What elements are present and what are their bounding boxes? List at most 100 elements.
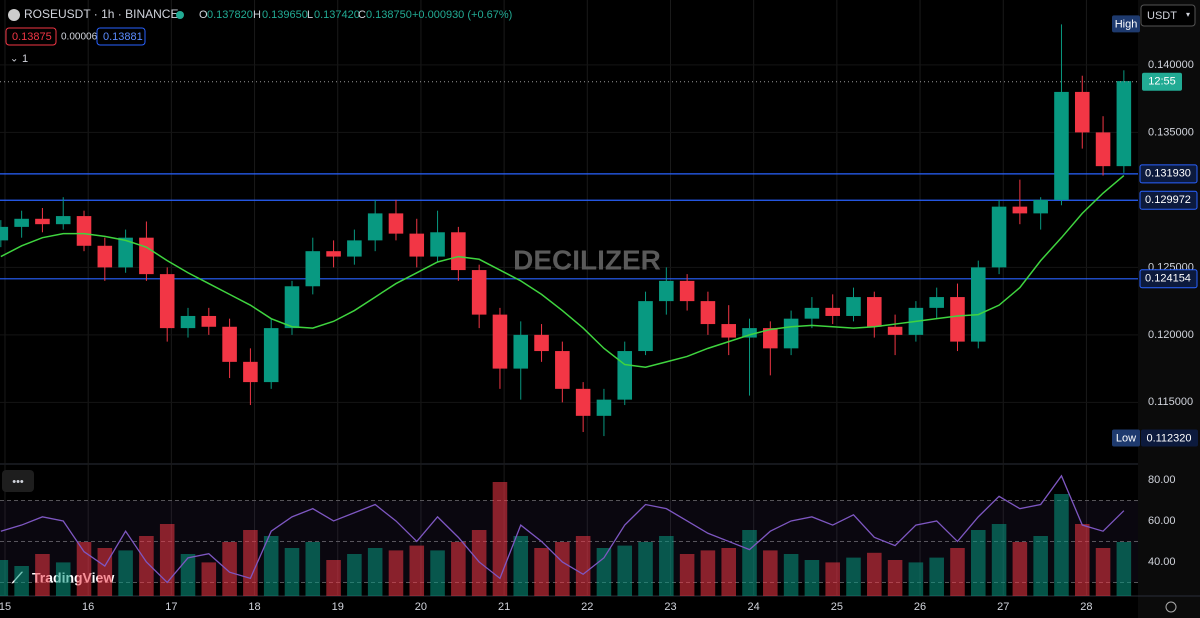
status-dot	[176, 11, 184, 19]
volume-bar	[35, 554, 50, 596]
candle-body	[180, 315, 196, 329]
volume-bar	[263, 536, 279, 596]
sell-price[interactable]: 0.13875	[12, 31, 52, 43]
candle-body	[1033, 199, 1048, 214]
volume-bar	[846, 557, 861, 596]
candle-body	[991, 206, 1007, 268]
candle-body	[388, 213, 404, 234]
volume-bar	[659, 536, 674, 596]
candle-body	[471, 270, 487, 315]
volume-bar	[1054, 494, 1069, 596]
x-tick-label: 22	[581, 601, 593, 613]
x-tick-label: 15	[0, 601, 11, 613]
volume-bar	[867, 552, 882, 596]
symbol[interactable]: ROSEUSDT · 1h · BINANCE	[24, 7, 178, 21]
volume-bar	[971, 530, 986, 596]
rsi-tick-label: 60.00	[1148, 515, 1176, 527]
x-tick-label: 28	[1080, 601, 1092, 613]
x-tick-label: 17	[165, 601, 177, 613]
candle-body	[243, 361, 258, 383]
candle-body	[617, 351, 633, 400]
volume-bar	[825, 562, 840, 596]
rsi-tick-label: 80.00	[1148, 474, 1176, 486]
candle-body	[742, 328, 757, 338]
volume-bar	[887, 560, 903, 596]
level-tag	[1139, 164, 1198, 184]
indicator-count[interactable]: 1	[22, 53, 28, 65]
candle-body	[783, 318, 799, 349]
pane-menu[interactable]	[2, 470, 34, 492]
x-tick-label: 26	[914, 601, 926, 613]
volume-bar	[409, 545, 425, 596]
candle-body	[534, 334, 549, 352]
volume-bar	[14, 566, 29, 596]
candle-body	[326, 251, 341, 257]
candle-body	[35, 218, 50, 225]
candle-body	[1095, 132, 1111, 167]
ohlc-key: H	[253, 9, 261, 21]
x-tick-label: 24	[748, 601, 760, 613]
volume-bar	[679, 554, 695, 596]
y-tick-label: 0.140000	[1148, 59, 1194, 71]
ohlc-key: C	[358, 9, 366, 21]
x-tick-label: 27	[997, 601, 1009, 613]
currency-caret[interactable]: ▾	[1186, 10, 1190, 19]
pane-menu-dots[interactable]: •••	[12, 476, 24, 488]
ohlc-value: 0.139650	[262, 9, 308, 21]
volume-bar	[1116, 542, 1132, 596]
candle-body	[825, 307, 840, 316]
brand[interactable]: TradingView	[32, 570, 114, 586]
volume-bar	[180, 554, 196, 596]
volume-bar	[596, 548, 612, 596]
volume-bar	[700, 550, 716, 596]
currency-button[interactable]	[1140, 4, 1196, 27]
low-tag	[1112, 429, 1140, 447]
countdown: 12:55	[1148, 76, 1176, 88]
volume-bar	[929, 557, 944, 596]
high-label: High	[1115, 18, 1138, 30]
sell-button[interactable]	[5, 27, 57, 46]
volume-bar	[1012, 542, 1028, 596]
volume-bar	[388, 550, 404, 596]
level-label: 0.129972	[1145, 194, 1191, 206]
buy-button[interactable]	[96, 27, 146, 46]
rsi-line	[0, 474, 1125, 584]
volume-bar	[222, 542, 237, 596]
candle-body	[305, 251, 321, 287]
currency[interactable]: USDT	[1147, 10, 1177, 22]
candle-body	[555, 351, 570, 389]
candle-body	[14, 218, 29, 227]
volume-bar	[513, 536, 529, 596]
volume-bar	[305, 542, 321, 596]
volume-bar	[55, 562, 71, 596]
candle-body	[409, 233, 425, 257]
volume-bar	[76, 542, 92, 596]
y-tick-label: 0.115000	[1148, 396, 1193, 408]
candle-body	[929, 297, 944, 308]
candle-body	[1116, 81, 1132, 167]
level-label: 0.131930	[1145, 168, 1191, 180]
candle-body	[451, 232, 466, 271]
volume-bar	[534, 548, 549, 596]
buy-price[interactable]: 0.13881	[103, 31, 143, 43]
candle-body	[159, 274, 175, 329]
candle-body	[284, 286, 300, 329]
volume-bar	[721, 548, 736, 596]
candle-body	[118, 237, 133, 268]
level-tag	[1139, 269, 1198, 289]
candle-body	[638, 301, 653, 352]
candle-body	[0, 226, 9, 241]
candle-body	[721, 324, 736, 338]
candle-body	[950, 297, 965, 342]
candle-body	[76, 216, 92, 246]
volume-bar	[575, 536, 591, 596]
candle-body	[1012, 206, 1028, 214]
x-tick-label: 20	[415, 601, 427, 613]
ohlc-value: 0.137820	[207, 9, 253, 21]
candle-body	[492, 314, 508, 369]
collapse-toggle[interactable]: ⌄	[10, 54, 18, 65]
settings-icon[interactable]	[1165, 601, 1177, 613]
volume-bar	[326, 560, 341, 596]
candle-body	[201, 315, 217, 327]
